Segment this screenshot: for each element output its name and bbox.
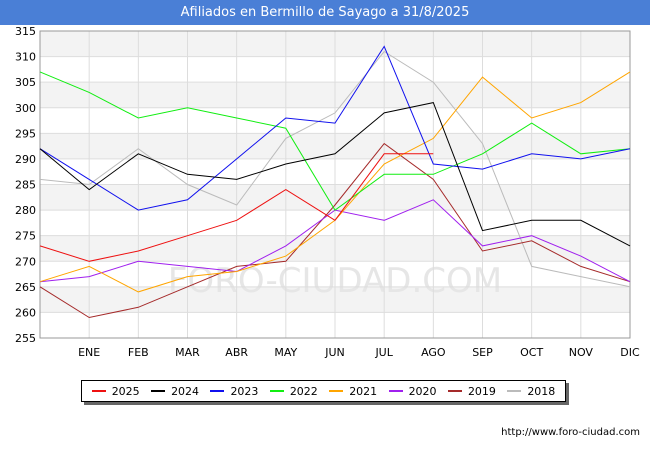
y-tick-label: 255 bbox=[15, 332, 36, 345]
x-tick-label: NOV bbox=[569, 346, 594, 359]
legend-label: 2024 bbox=[171, 384, 200, 398]
x-tick-label: SEP bbox=[472, 346, 493, 359]
x-tick-label: AGO bbox=[421, 346, 446, 359]
legend-item-2021: 2021 bbox=[329, 385, 377, 398]
y-tick-label: 285 bbox=[15, 179, 36, 192]
legend-swatch bbox=[388, 390, 403, 392]
legend-label: 2023 bbox=[230, 384, 259, 398]
legend-swatch bbox=[507, 390, 522, 392]
legend-item-2024: 2024 bbox=[151, 385, 199, 398]
y-tick-label: 270 bbox=[15, 255, 36, 268]
legend: 2025 2024 2023 2022 2021 2020 2019 2018 bbox=[81, 380, 566, 402]
series-line-2019 bbox=[39, 142, 631, 319]
x-tick-label: MAR bbox=[175, 346, 200, 359]
line-chart: FORO-CIUDAD.COM2552602652702752802852902… bbox=[15, 25, 640, 359]
legend-swatch bbox=[447, 390, 462, 392]
x-tick-label: MAY bbox=[274, 346, 297, 359]
x-tick-label: FEB bbox=[128, 346, 149, 359]
y-tick-label: 310 bbox=[15, 51, 36, 64]
series-line-2023 bbox=[39, 45, 631, 211]
y-tick-label: 260 bbox=[15, 306, 36, 319]
legend-label: 2022 bbox=[289, 384, 318, 398]
legend-label: 2021 bbox=[349, 384, 378, 398]
series-line-2025 bbox=[39, 153, 434, 262]
legend-label: 2025 bbox=[111, 384, 140, 398]
legend-label: 2019 bbox=[467, 384, 496, 398]
y-tick-label: 300 bbox=[15, 102, 36, 115]
legend-item-2023: 2023 bbox=[210, 385, 258, 398]
y-tick-label: 305 bbox=[15, 76, 36, 89]
series-line-2024 bbox=[39, 102, 631, 247]
legend-label: 2018 bbox=[527, 384, 556, 398]
y-tick-label: 315 bbox=[15, 25, 36, 38]
x-tick-label: ABR bbox=[225, 346, 248, 359]
plot-frame bbox=[39, 30, 631, 339]
x-tick-label: JUN bbox=[324, 346, 345, 359]
series-line-2018 bbox=[39, 50, 631, 288]
legend-swatch bbox=[210, 390, 225, 392]
legend-swatch bbox=[329, 390, 344, 392]
legend-item-2025: 2025 bbox=[91, 384, 140, 398]
legend-item-2022: 2022 bbox=[269, 384, 318, 398]
series-line-2022 bbox=[39, 71, 631, 211]
x-tick-label: OCT bbox=[520, 346, 543, 359]
y-tick-label: 295 bbox=[15, 127, 36, 140]
source-url: http://www.foro-ciudad.com bbox=[501, 427, 640, 438]
legend-item-2018: 2018 bbox=[507, 385, 555, 398]
x-tick-label: JUL bbox=[374, 346, 393, 359]
legend-swatch bbox=[269, 390, 284, 392]
x-tick-label: ENE bbox=[78, 346, 100, 359]
legend-swatch bbox=[91, 390, 106, 392]
y-tick-label: 280 bbox=[15, 204, 36, 217]
legend-item-2020: 2020 bbox=[388, 384, 437, 398]
x-tick-label: DIC bbox=[620, 346, 640, 359]
legend-item-2019: 2019 bbox=[447, 384, 496, 398]
legend-swatch bbox=[151, 390, 166, 392]
legend-label: 2020 bbox=[408, 384, 437, 398]
y-tick-label: 275 bbox=[15, 230, 36, 243]
y-tick-label: 290 bbox=[15, 153, 36, 166]
y-tick-label: 265 bbox=[15, 281, 36, 294]
chart-title: Afiliados en Bermillo de Sayago a 31/8/2… bbox=[0, 0, 650, 25]
